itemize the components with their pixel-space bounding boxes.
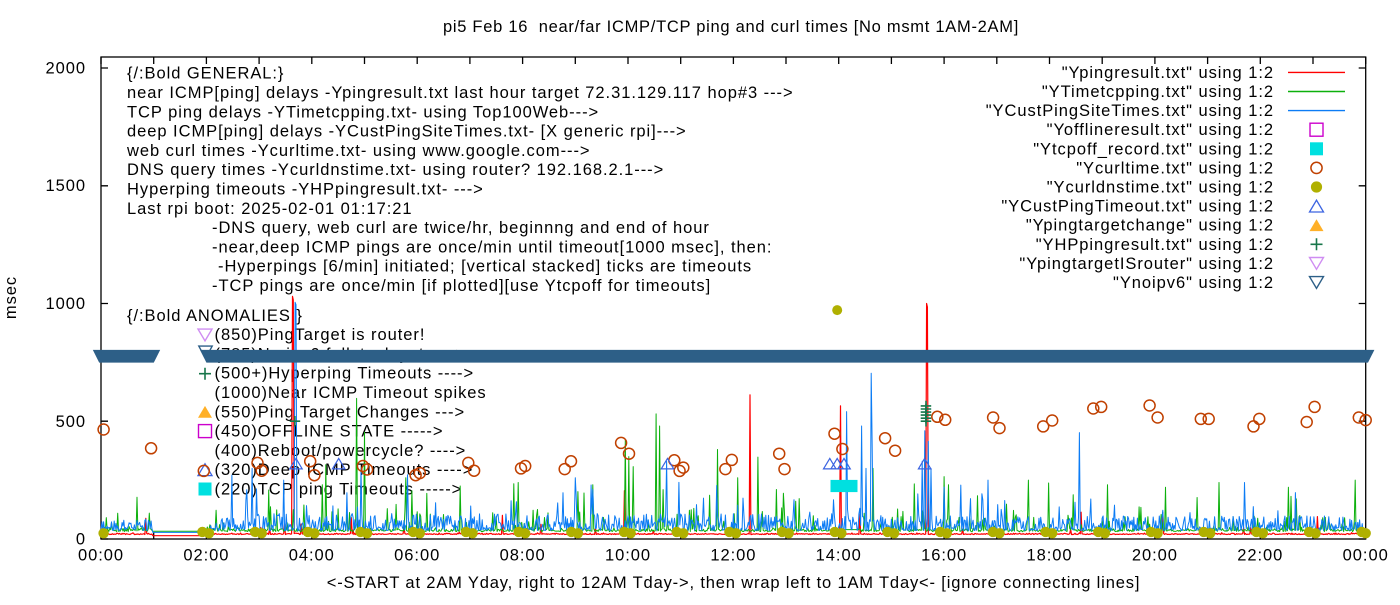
svg-text:-near,deep ICMP pings are once: -near,deep ICMP pings are once/min until… <box>212 238 772 256</box>
svg-text:08:00: 08:00 <box>500 547 546 565</box>
svg-text:0: 0 <box>76 531 86 549</box>
svg-text:500: 500 <box>56 413 86 431</box>
svg-text:pi5 Feb 16 near/far ICMP/TCP: pi5 Feb 16 near/far ICMP/TCP ping and cu… <box>443 18 1019 36</box>
svg-text:(320)Deep ICMP Timeouts ---->: (320)Deep ICMP Timeouts ----> <box>215 461 474 479</box>
svg-text:18:00: 18:00 <box>1026 547 1072 565</box>
svg-text:"YHPpingresult.txt" using 1:2: "YHPpingresult.txt" using 1:2 <box>1036 236 1274 254</box>
svg-text:1500: 1500 <box>45 177 86 195</box>
svg-text:(500+)Hyperping Timeouts ---->: (500+)Hyperping Timeouts ----> <box>215 365 475 383</box>
svg-text:"YCustPingTimeout.txt" using 1: "YCustPingTimeout.txt" using 1:2 <box>1001 198 1274 216</box>
svg-text:(550)Ping Target Changes --->: (550)Ping Target Changes ---> <box>215 403 466 421</box>
svg-text:-Hyperpings [6/min] initiated;: -Hyperpings [6/min] initiated; [vertical… <box>218 258 752 276</box>
svg-text:20:00: 20:00 <box>1132 547 1178 565</box>
svg-text:(450)OFFLINE STATE ----->: (450)OFFLINE STATE -----> <box>215 423 444 441</box>
svg-text:10:00: 10:00 <box>605 547 651 565</box>
svg-text:"Ypingtargetchange" using 1:2: "Ypingtargetchange" using 1:2 <box>1026 217 1274 235</box>
svg-text:(1000)Near ICMP Timeout spikes: (1000)Near ICMP Timeout spikes <box>215 384 487 402</box>
svg-text:-DNS query, web curl are twice: -DNS query, web curl are twice/hr, begin… <box>212 219 710 237</box>
svg-text:02:00: 02:00 <box>183 547 229 565</box>
svg-text:06:00: 06:00 <box>394 547 440 565</box>
svg-text:22:00: 22:00 <box>1237 547 1283 565</box>
svg-text:(220)TCP ping Timeouts ----->: (220)TCP ping Timeouts -----> <box>215 481 463 499</box>
svg-text:"Yofflineresult.txt" using 1:2: "Yofflineresult.txt" using 1:2 <box>1047 121 1274 139</box>
svg-text:near ICMP[ping] delays -Ypingr: near ICMP[ping] delays -Ypingresult.txt … <box>127 84 794 102</box>
svg-text:"Ycurltime.txt" using 1:2: "Ycurltime.txt" using 1:2 <box>1076 159 1274 177</box>
svg-text:DNS query times -Ycurldnstime.: DNS query times -Ycurldnstime.txt- using… <box>127 161 664 179</box>
svg-text:"Ynoipv6" using 1:2: "Ynoipv6" using 1:2 <box>1113 274 1274 292</box>
svg-text:{/:Bold GENERAL:}: {/:Bold GENERAL:} <box>127 65 284 83</box>
svg-text:web curl times -Ycurltime.txt-: web curl times -Ycurltime.txt- using www… <box>126 142 591 160</box>
svg-text:00:00: 00:00 <box>78 547 124 565</box>
svg-text:<-START at 2AM Yday, right to: <-START at 2AM Yday, right to 12AM Tday-… <box>327 574 1141 592</box>
svg-text:(850)PingTarget is router!: (850)PingTarget is router! <box>215 326 426 344</box>
svg-text:2000: 2000 <box>45 60 86 78</box>
svg-text:(400)Reboot/powercycle? ---->: (400)Reboot/powercycle? ----> <box>215 442 467 460</box>
svg-text:{/:Bold ANOMALIES:}: {/:Bold ANOMALIES:} <box>127 307 303 325</box>
svg-text:1000: 1000 <box>45 295 86 313</box>
svg-text:msec: msec <box>2 276 20 319</box>
svg-text:"YTimetcpping.txt" using 1:2: "YTimetcpping.txt" using 1:2 <box>1042 83 1274 101</box>
svg-text:deep ICMP[ping] delays -YCustP: deep ICMP[ping] delays -YCustPingSiteTim… <box>127 123 687 141</box>
svg-text:Last rpi boot: 2025-02-01 01:1: Last rpi boot: 2025-02-01 01:17:21 <box>127 200 413 218</box>
svg-text:04:00: 04:00 <box>289 547 335 565</box>
svg-text:"YCustPingSiteTimes.txt" using: "YCustPingSiteTimes.txt" using 1:2 <box>986 102 1274 120</box>
svg-text:16:00: 16:00 <box>921 547 967 565</box>
svg-text:"Ypingresult.txt" using 1:2: "Ypingresult.txt" using 1:2 <box>1062 64 1274 82</box>
svg-text:TCP ping delays -YTimetcpping.: TCP ping delays -YTimetcpping.txt- using… <box>127 103 599 121</box>
svg-text:"Ycurldnstime.txt" using 1:2: "Ycurldnstime.txt" using 1:2 <box>1047 179 1274 197</box>
svg-text:"YpingtargetISrouter" using 1:: "YpingtargetISrouter" using 1:2 <box>1019 255 1274 273</box>
svg-text:"Ytcpoff_record.txt" using 1:2: "Ytcpoff_record.txt" using 1:2 <box>1033 140 1274 158</box>
svg-text:14:00: 14:00 <box>816 547 862 565</box>
svg-text:12:00: 12:00 <box>710 547 756 565</box>
svg-text:00:00: 00:00 <box>1343 547 1389 565</box>
svg-text:Hyperping timeouts -YHPpingres: Hyperping timeouts -YHPpingresult.txt- -… <box>127 181 484 199</box>
svg-text:-TCP pings are once/min [if pl: -TCP pings are once/min [if plotted][use… <box>212 277 711 295</box>
